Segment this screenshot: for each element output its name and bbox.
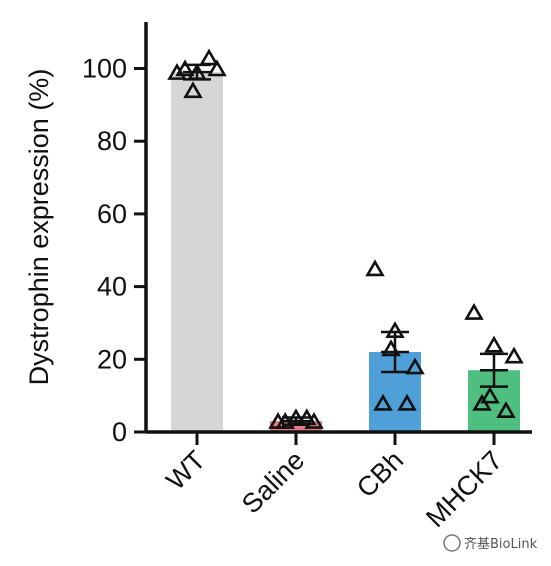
- data-point-triangle: [275, 411, 295, 429]
- bar-wt: [171, 72, 223, 432]
- axes-layer: [144, 22, 532, 434]
- data-point-triangle: [480, 386, 500, 404]
- x-ticks-layer: WT Saline CBh MHCK7: [160, 432, 508, 533]
- data-point-triangle: [484, 335, 504, 353]
- y-tick-label: 80: [97, 126, 127, 156]
- data-point-triangle: [297, 408, 317, 426]
- data-point-triangle: [464, 302, 484, 320]
- y-tick-label: 20: [97, 344, 127, 374]
- data-points-layer: [167, 48, 524, 429]
- y-tick-label: 100: [82, 54, 127, 84]
- data-point-triangle: [405, 357, 425, 375]
- x-tick-label-saline: Saline: [236, 445, 310, 519]
- y-ticks-layer: 0 20 40 60 80 100: [82, 54, 146, 447]
- data-point-triangle: [381, 339, 401, 357]
- y-tick-label: 60: [97, 199, 127, 229]
- data-point-triangle: [183, 81, 203, 99]
- data-point-triangle: [286, 408, 306, 426]
- data-point-triangle: [397, 393, 417, 411]
- data-point-triangle: [504, 346, 524, 364]
- data-point-triangle: [199, 48, 219, 66]
- x-tick-label-mhck7: MHCK7: [420, 445, 508, 533]
- watermark: 齐基BioLink: [443, 534, 538, 552]
- watermark-logo-icon: [443, 534, 461, 552]
- data-point-triangle: [175, 59, 195, 77]
- data-point-triangle: [373, 393, 393, 411]
- data-point-triangle: [385, 321, 405, 339]
- error-bar-mhck7: [480, 352, 508, 388]
- data-point-triangle: [167, 63, 187, 80]
- data-point-triangle: [207, 59, 227, 77]
- data-point-triangle: [187, 63, 207, 80]
- data-point-triangle: [304, 411, 324, 429]
- error-bars-layer: [183, 63, 508, 426]
- y-tick-label: 0: [112, 417, 127, 447]
- bar-saline: [270, 421, 322, 432]
- x-tick-label-wt: WT: [160, 445, 211, 496]
- bars-layer: [171, 72, 520, 432]
- watermark-text: 齐基BioLink: [464, 536, 538, 552]
- data-point-triangle: [496, 401, 516, 418]
- y-axis-title: Dystrophin expression (%): [24, 69, 54, 386]
- data-point-triangle: [365, 259, 385, 277]
- x-tick-label-cbh: CBh: [351, 445, 409, 503]
- y-tick-label: 40: [97, 272, 127, 302]
